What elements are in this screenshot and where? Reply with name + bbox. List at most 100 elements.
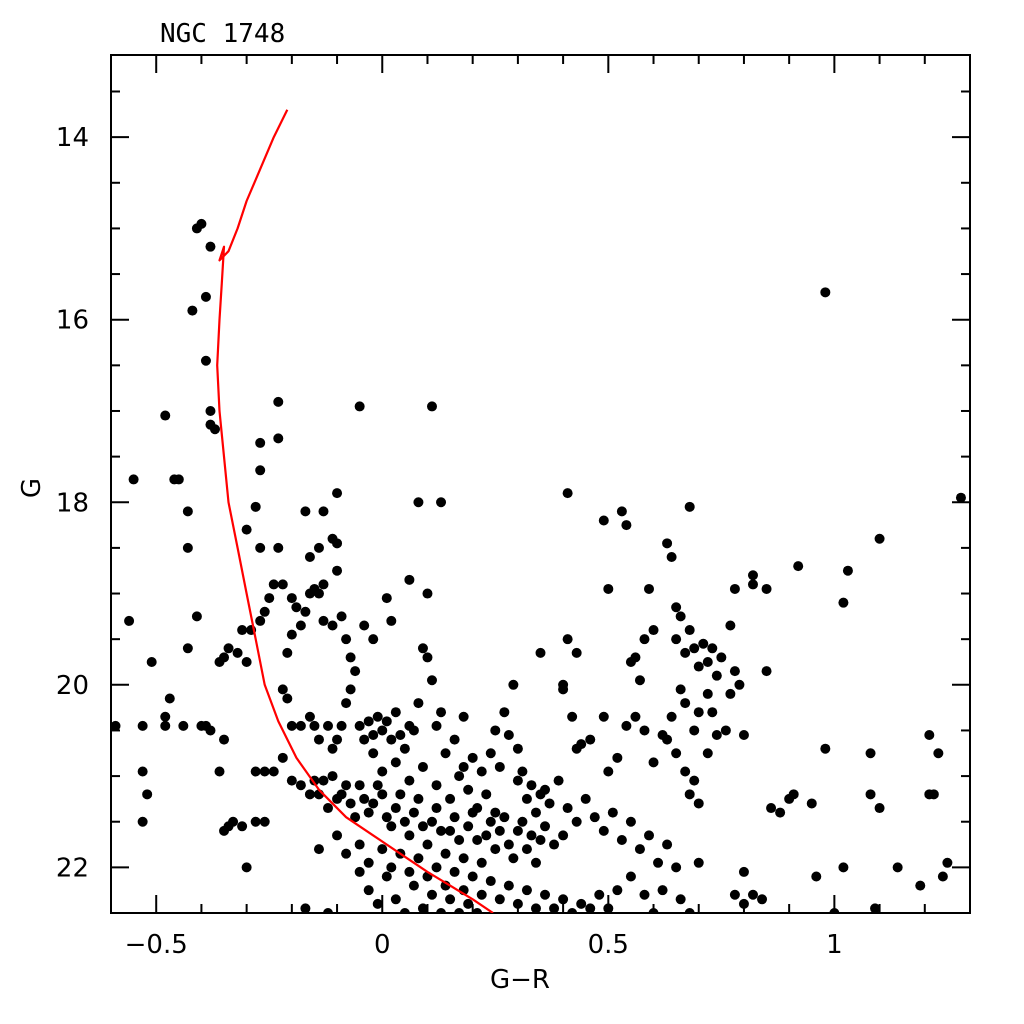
- star-point: [372, 711, 383, 722]
- star-point: [368, 748, 379, 759]
- star-point: [467, 871, 478, 882]
- star-point: [567, 908, 578, 913]
- star-point: [404, 866, 415, 877]
- star-point: [463, 898, 474, 909]
- star-point: [829, 908, 840, 913]
- star-point: [738, 730, 749, 741]
- star-point: [295, 780, 306, 791]
- star-point: [304, 588, 315, 599]
- star-point: [576, 739, 587, 750]
- star-point: [381, 716, 392, 727]
- star-point: [616, 506, 627, 517]
- star-point: [137, 766, 148, 777]
- star-point: [644, 830, 655, 841]
- star-point: [454, 908, 465, 913]
- star-point: [612, 752, 623, 763]
- star-point: [431, 862, 442, 873]
- star-point: [295, 620, 306, 631]
- star-point: [476, 889, 487, 900]
- star-point: [241, 524, 252, 535]
- star-point: [440, 848, 451, 859]
- star-point: [291, 602, 302, 613]
- star-point: [630, 652, 641, 663]
- star-point: [567, 711, 578, 722]
- star-point: [250, 816, 261, 827]
- star-point: [200, 355, 211, 366]
- star-point: [937, 871, 948, 882]
- star-point: [689, 775, 700, 786]
- y-tick-label: 16: [56, 306, 89, 336]
- star-point: [955, 492, 966, 503]
- star-point: [915, 880, 926, 891]
- star-point: [458, 853, 469, 864]
- star-point: [820, 287, 831, 298]
- star-point: [160, 720, 171, 731]
- star-point: [332, 565, 343, 576]
- star-point: [431, 780, 442, 791]
- star-point: [422, 588, 433, 599]
- star-point: [607, 807, 618, 818]
- star-point: [761, 666, 772, 677]
- star-point: [426, 816, 437, 827]
- star-point: [530, 857, 541, 868]
- star-point: [417, 903, 428, 913]
- star-point: [313, 844, 324, 855]
- star-point: [562, 803, 573, 814]
- star-point: [747, 579, 758, 590]
- star-point: [494, 894, 505, 905]
- scatter-points: [111, 218, 966, 913]
- star-point: [503, 880, 514, 891]
- star-point: [530, 903, 541, 913]
- star-point: [707, 707, 718, 718]
- star-point: [689, 643, 700, 654]
- star-point: [332, 488, 343, 499]
- star-point: [467, 752, 478, 763]
- star-point: [205, 725, 216, 736]
- star-point: [327, 743, 338, 754]
- star-point: [404, 830, 415, 841]
- star-point: [540, 889, 551, 900]
- star-point: [259, 766, 270, 777]
- star-point: [359, 793, 370, 804]
- star-point: [924, 730, 935, 741]
- star-point: [408, 807, 419, 818]
- star-point: [639, 634, 650, 645]
- star-point: [255, 542, 266, 553]
- star-point: [237, 821, 248, 832]
- star-point: [445, 825, 456, 836]
- star-point: [431, 803, 442, 814]
- star-point: [445, 793, 456, 804]
- star-point: [725, 688, 736, 699]
- star-point: [259, 606, 270, 617]
- star-point: [603, 766, 614, 777]
- star-point: [526, 830, 537, 841]
- star-point: [318, 506, 329, 517]
- star-point: [671, 602, 682, 613]
- star-point: [309, 720, 320, 731]
- star-point: [485, 816, 496, 827]
- star-point: [313, 734, 324, 745]
- star-point: [323, 720, 334, 731]
- y-axis-label: G: [17, 478, 47, 498]
- star-point: [250, 501, 261, 512]
- star-point: [747, 570, 758, 581]
- star-point: [341, 698, 352, 709]
- star-point: [621, 720, 632, 731]
- star-point: [616, 834, 627, 845]
- star-point: [716, 652, 727, 663]
- star-point: [933, 748, 944, 759]
- star-point: [286, 775, 297, 786]
- star-point: [377, 789, 388, 800]
- x-axis-label: G−R: [490, 965, 550, 995]
- star-point: [761, 583, 772, 594]
- star-point: [517, 816, 528, 827]
- star-point: [865, 748, 876, 759]
- star-point: [490, 725, 501, 736]
- x-tick-label: 1: [826, 930, 843, 960]
- y-tick-label: 22: [56, 853, 89, 883]
- star-point: [232, 647, 243, 658]
- axis-tick-labels: −0.5 0 0.5 1 14 16 18 20 22: [56, 123, 843, 960]
- star-point: [422, 652, 433, 663]
- star-point: [571, 816, 582, 827]
- star-point: [318, 579, 329, 590]
